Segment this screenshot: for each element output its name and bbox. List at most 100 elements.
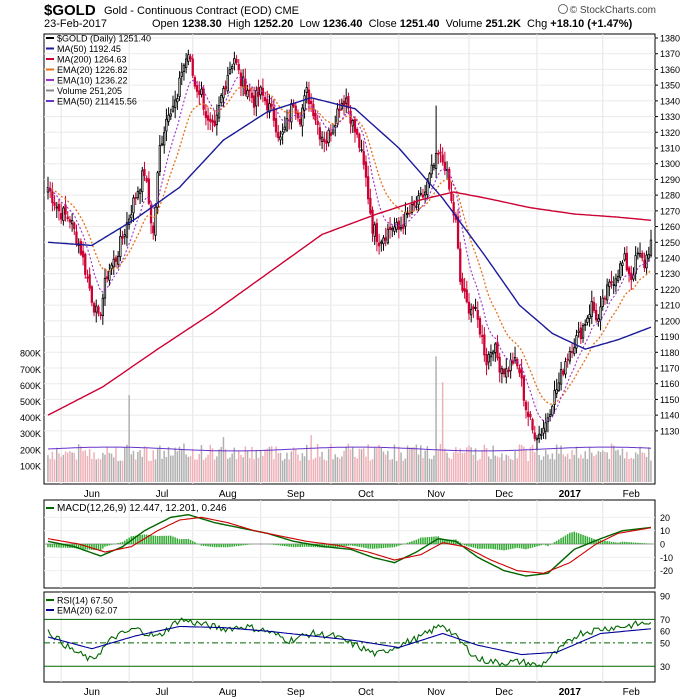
candle-body [250, 92, 254, 98]
candle-body [86, 276, 89, 279]
macd-histogram-bar [244, 544, 247, 546]
macd-histogram-bar [211, 544, 214, 547]
volume-bar [132, 450, 135, 482]
rsi-legend-label: RSI(14) 67.50 [57, 596, 113, 606]
volume-bar [343, 450, 345, 482]
volume-bar [121, 460, 124, 482]
volume-bar [262, 455, 264, 482]
candle-body [638, 252, 642, 257]
candle-body [182, 64, 186, 72]
candle-body [167, 114, 170, 122]
macd-histogram-bar [192, 541, 194, 544]
volume-bar [49, 458, 51, 482]
macd-histogram-bar [503, 544, 505, 551]
volume-bar [645, 457, 648, 482]
macd-histogram-bar [608, 541, 611, 544]
candle-body [590, 301, 593, 317]
macd-histogram-bar [159, 535, 161, 544]
volume-bar [84, 450, 86, 482]
macd-histogram-bar [310, 544, 312, 547]
x-axis-label-rsi: Oct [358, 687, 374, 698]
macd-histogram-bar [518, 544, 521, 549]
candle-body [535, 437, 539, 441]
candle-body [211, 119, 214, 123]
volume-bar [56, 447, 58, 482]
macd-histogram-bar [156, 536, 159, 544]
volume-bar [395, 460, 398, 482]
macd-histogram-bar [406, 542, 409, 544]
macd-histogram-bar [352, 544, 354, 546]
candle-body [616, 275, 620, 282]
macd-histogram-bar [384, 544, 387, 548]
price-legend-label: MA(50) 1192.45 [57, 44, 121, 54]
candle-body [239, 72, 243, 87]
macd-histogram-bar [387, 544, 389, 548]
candle-body [255, 90, 258, 107]
volume-bar [130, 454, 133, 482]
volume-bar [494, 455, 496, 482]
candle-body [647, 253, 650, 259]
candle-body [344, 97, 348, 104]
candle-body [81, 250, 85, 258]
candle-body [606, 284, 609, 301]
candle-body [513, 356, 517, 362]
candle-body [623, 253, 626, 261]
candle-body [187, 54, 190, 62]
candle-body [171, 105, 175, 112]
macd-histogram-bar [194, 542, 196, 544]
macd-histogram-bar [82, 544, 84, 550]
macd-histogram-bar [102, 544, 104, 549]
price-legend-label: EMA(20) 1226.82 [57, 65, 128, 75]
candle-body [106, 276, 109, 279]
macd-histogram-bar [632, 542, 635, 544]
copyright[interactable]: © StockCharts.com [557, 4, 656, 16]
macd-histogram-bar [288, 544, 290, 547]
volume-bar [332, 459, 334, 482]
price-tick-label: 1260 [660, 222, 680, 232]
macd-histogram-bar [303, 544, 306, 547]
volume-bar [420, 445, 422, 482]
price-legend-label: Volume 251,205 [57, 86, 122, 96]
volume-bar [220, 446, 222, 482]
candle-body [353, 119, 357, 133]
volume-bar [268, 446, 271, 482]
volume-bar [424, 450, 426, 482]
macd-histogram-bar [273, 544, 275, 545]
macd-histogram-bar [540, 544, 543, 546]
macd-histogram-bar [426, 537, 429, 544]
macd-histogram-bar [292, 544, 295, 548]
macd-histogram-bar [575, 532, 578, 544]
globe-icon [557, 4, 568, 14]
volume-bar [643, 453, 646, 482]
x-axis-label-price: Oct [358, 489, 374, 500]
macd-histogram-bar [420, 537, 422, 544]
macd-histogram-bar [185, 539, 187, 544]
volume-bar [525, 449, 527, 482]
volume-bar [249, 458, 251, 482]
volume-bar [450, 459, 453, 482]
candle-body [391, 228, 394, 231]
volume-bar [319, 456, 321, 482]
high-value: 1252.20 [253, 18, 294, 30]
volume-bar [415, 444, 418, 482]
macd-histogram-bar [369, 544, 372, 549]
candle-body [564, 361, 567, 375]
candle-body [474, 306, 477, 309]
macd-histogram-bar [560, 538, 562, 544]
candle-body [421, 194, 425, 198]
candle-body [364, 161, 368, 178]
candle-body [520, 369, 523, 379]
macd-histogram-bar [411, 541, 413, 544]
volume-bar [393, 444, 396, 482]
macd-histogram-bar [227, 544, 229, 548]
low-value: 1236.40 [322, 18, 363, 30]
macd-histogram-bar [308, 544, 310, 547]
candle-body [176, 98, 179, 103]
volume-bar [218, 449, 220, 482]
macd-histogram-bar [165, 535, 168, 544]
macd-tick-label: 20 [660, 513, 670, 523]
candle-body [570, 351, 574, 353]
volume-bar [128, 395, 130, 482]
candle-body [432, 165, 436, 168]
volume-bar [148, 460, 150, 482]
